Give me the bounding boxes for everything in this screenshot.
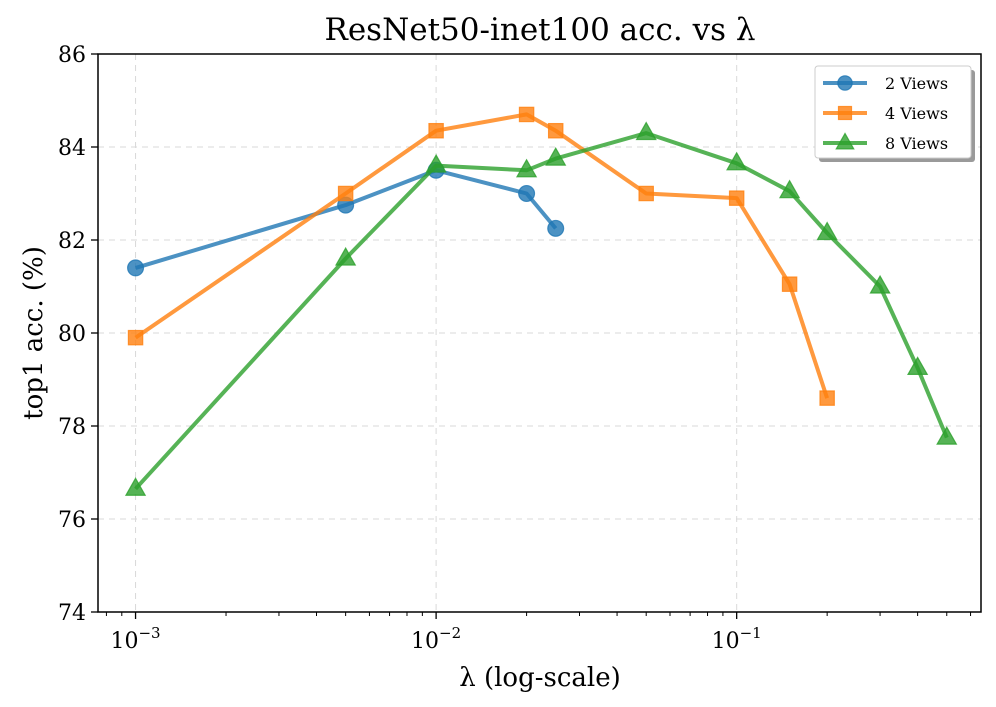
data-point xyxy=(334,246,357,266)
data-point xyxy=(127,329,144,346)
x-tick-label: 10−1 xyxy=(712,624,762,654)
x-axis-ticks: 10−3 10−2 10−1 xyxy=(110,612,762,654)
legend-label: 2 Views xyxy=(885,74,948,93)
y-tick-label: 74 xyxy=(58,601,86,626)
data-point xyxy=(547,219,565,237)
series-layer xyxy=(124,106,958,496)
legend-entry xyxy=(823,75,867,91)
data-point xyxy=(547,122,564,139)
y-axis-label: top1 acc. (%) xyxy=(19,246,49,420)
y-tick-label: 78 xyxy=(58,415,86,440)
data-point xyxy=(778,179,801,199)
series-line xyxy=(134,131,949,491)
chart-title: ResNet50-inet100 acc. vs λ xyxy=(325,12,756,48)
data-point xyxy=(936,425,958,445)
data-point xyxy=(518,106,535,123)
series-2 xyxy=(127,106,835,406)
legend-label: 8 Views xyxy=(885,134,948,153)
data-point xyxy=(781,276,798,292)
legend: 2 Views 4 Views 8 Views xyxy=(814,65,975,162)
legend-marker xyxy=(837,75,853,91)
data-point xyxy=(428,122,444,139)
legend-entry xyxy=(823,105,867,121)
data-point xyxy=(819,390,835,406)
x-tick-label: 10−2 xyxy=(411,624,461,654)
data-point xyxy=(545,146,567,166)
data-point xyxy=(816,221,838,241)
y-tick-label: 84 xyxy=(58,136,86,161)
x-tick-label: 10−3 xyxy=(110,624,160,654)
data-point xyxy=(337,185,354,202)
legend-marker xyxy=(837,105,853,121)
data-point xyxy=(124,477,147,496)
x-axis-label: λ (log-scale) xyxy=(459,663,621,693)
legend-marker xyxy=(835,132,855,150)
y-tick-label: 80 xyxy=(58,322,86,347)
y-tick-label: 76 xyxy=(58,508,86,533)
data-point xyxy=(425,153,447,173)
data-point xyxy=(638,185,654,202)
y-tick-label: 82 xyxy=(58,229,86,254)
data-point xyxy=(515,158,538,178)
series-3 xyxy=(124,121,958,496)
data-point xyxy=(906,356,929,375)
data-point xyxy=(635,121,657,141)
grid-lines xyxy=(98,54,981,612)
data-point xyxy=(869,274,891,294)
data-point xyxy=(518,184,536,203)
y-tick-label: 86 xyxy=(58,43,86,68)
legend-entry xyxy=(823,132,867,150)
data-point xyxy=(728,190,745,206)
y-axis-ticks: 74 76 78 80 82 84 86 xyxy=(58,43,98,626)
legend-label: 4 Views xyxy=(885,104,948,123)
data-point xyxy=(726,151,748,171)
legend-box xyxy=(814,65,972,159)
data-point xyxy=(127,259,145,277)
